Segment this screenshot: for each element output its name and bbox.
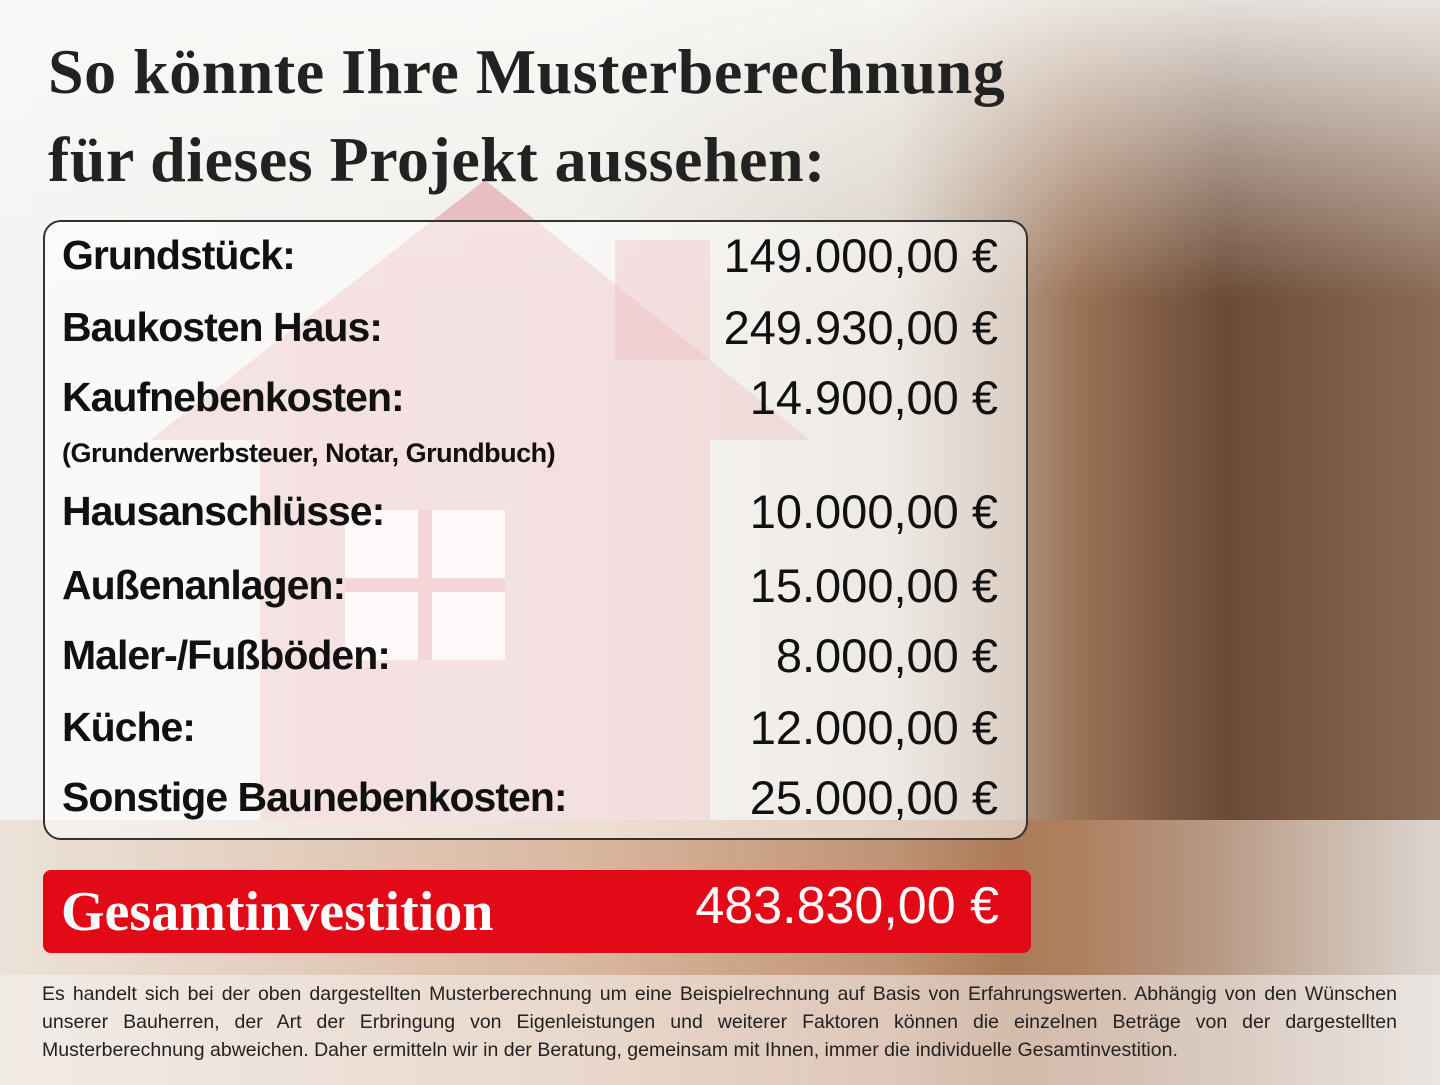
cost-row: Maler-/Fußböden: 8.000,00 € <box>62 629 998 692</box>
footer-band <box>0 975 1440 1085</box>
cost-row: Grundstück: 149.000,00 € <box>62 229 998 292</box>
total-value: 483.830,00 € <box>695 877 999 935</box>
cost-breakdown-box <box>43 220 1028 840</box>
cost-value: 14.900,00 € <box>749 371 998 424</box>
cost-label: Außenanlagen: <box>62 562 346 608</box>
disclaimer-text: Es handelt sich bei der oben dargestellt… <box>42 983 1397 1061</box>
total-label: Gesamtinvestition <box>61 881 494 943</box>
cost-value: 8.000,00 € <box>775 629 998 682</box>
cost-value: 12.000,00 € <box>749 701 998 754</box>
cost-value: 25.000,00 € <box>749 771 998 824</box>
cost-row: Sonstige Baunebenkosten: 25.000,00 € <box>62 771 998 834</box>
cost-label: Maler-/Fußböden: <box>62 632 391 678</box>
cost-row: Kaufnebenkosten: 14.900,00 € <box>62 371 998 434</box>
cost-value: 249.930,00 € <box>723 301 998 354</box>
cost-label: Baukosten Haus: <box>62 304 383 350</box>
cost-label: Sonstige Baunebenkosten: <box>62 774 568 820</box>
total-bar: Gesamtinvestition 483.830,00 € <box>43 870 1031 953</box>
cost-label: Grundstück: <box>62 232 296 278</box>
page-title: So könnte Ihre Musterberechnung für dies… <box>48 28 1005 204</box>
cost-row: Küche: 12.000,00 € <box>62 701 998 764</box>
cost-note: (Grunderwerbsteuer, Notar, Grundbuch) <box>62 438 556 468</box>
cost-label: Hausanschlüsse: <box>62 488 385 534</box>
cost-value: 15.000,00 € <box>749 559 998 612</box>
cost-row: Außenanlagen: 15.000,00 € <box>62 559 998 622</box>
cost-value: 10.000,00 € <box>749 485 998 538</box>
title-line-2: für dieses Projekt aussehen: <box>48 124 826 195</box>
title-line-1: So könnte Ihre Musterberechnung <box>48 36 1006 107</box>
cost-label: Küche: <box>62 704 196 750</box>
cost-row: Hausanschlüsse: 10.000,00 € <box>62 485 998 548</box>
cost-value: 149.000,00 € <box>723 229 998 282</box>
cost-label: Kaufnebenkosten: <box>62 374 405 420</box>
cost-row: Baukosten Haus: 249.930,00 € <box>62 301 998 364</box>
